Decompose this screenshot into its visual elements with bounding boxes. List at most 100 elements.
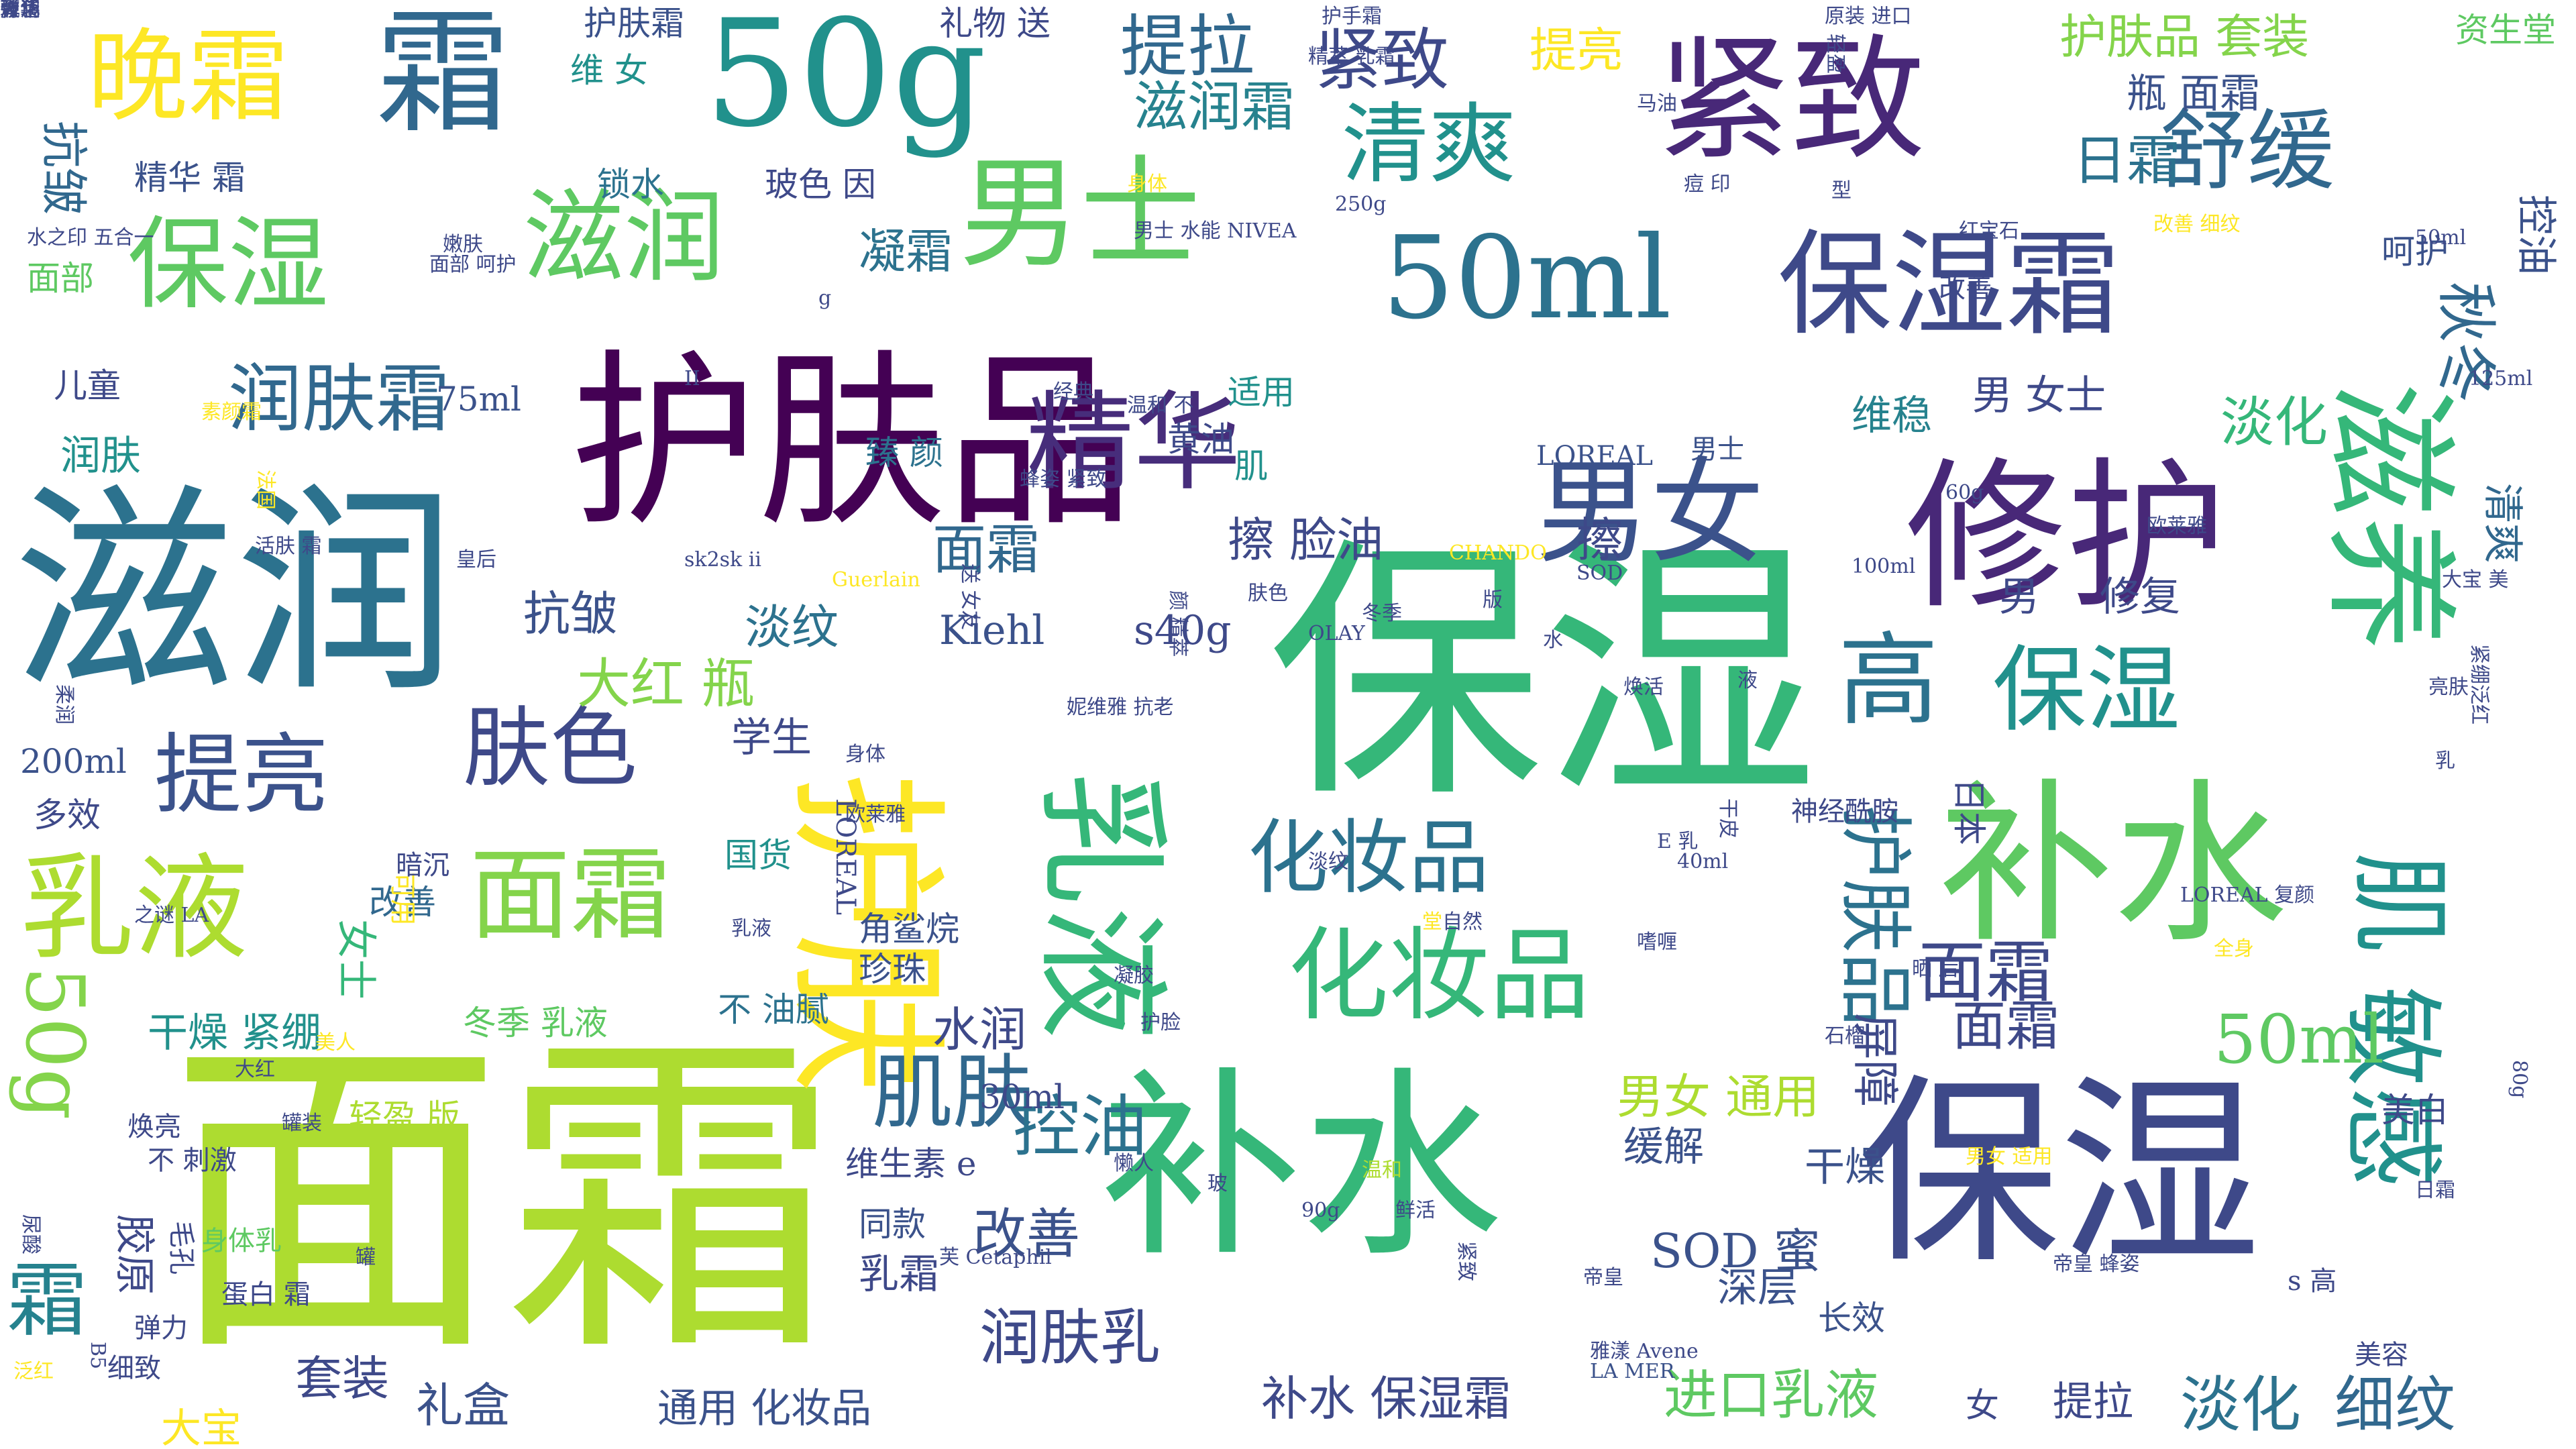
word-cloud-word: Kiehl bbox=[939, 607, 1045, 654]
word-cloud-word: 玻色 因 bbox=[765, 165, 876, 204]
word-cloud-word: 温和 不 bbox=[1127, 394, 1194, 417]
word-cloud-word: 弹润 bbox=[0, 0, 40, 21]
word-cloud-word: 柔润 bbox=[52, 684, 76, 724]
word-cloud-word: 水 bbox=[1543, 629, 1563, 652]
word-cloud-word: 日本 bbox=[1949, 778, 1988, 845]
word-cloud-word: LOREAL bbox=[830, 798, 861, 916]
word-cloud-word: 角鲨烷 bbox=[859, 910, 959, 949]
word-cloud-word: 50ml bbox=[2214, 1000, 2385, 1079]
word-cloud-word: 美容 bbox=[2355, 1340, 2408, 1371]
word-cloud-word: 男士 bbox=[1690, 434, 1744, 465]
word-cloud-word: 100ml bbox=[1851, 555, 1916, 578]
word-cloud-word: 紧致 bbox=[1315, 21, 1449, 99]
word-cloud-word: 帝皇 蜂姿 bbox=[2053, 1252, 2140, 1276]
word-cloud-word: s40g bbox=[1134, 607, 1232, 654]
word-cloud-word: 护肤霜 bbox=[584, 4, 684, 43]
word-cloud-word: CHANDO bbox=[1449, 541, 1547, 565]
word-cloud-word: 干燥 紧绷 bbox=[148, 1010, 322, 1057]
word-cloud-word: 50g bbox=[7, 966, 101, 1120]
word-cloud-word: 蛋白 霜 bbox=[221, 1279, 311, 1310]
word-cloud-word: 75ml bbox=[436, 380, 522, 419]
word-cloud-word: 肤色 bbox=[1248, 582, 1288, 605]
word-cloud-word: 蜂姿 紧致 bbox=[1020, 468, 1107, 491]
word-cloud-word: 补水 bbox=[1939, 764, 2288, 967]
word-cloud-word: 晚霜 bbox=[87, 19, 289, 136]
word-cloud-word: 帝皇 bbox=[1583, 1266, 1623, 1289]
word-cloud-word: LOREAL 复颜 bbox=[2180, 883, 2315, 907]
word-cloud-word: 皇后 bbox=[456, 548, 496, 572]
word-cloud-word: II bbox=[684, 367, 700, 390]
word-cloud-word: 滋润 bbox=[523, 180, 725, 297]
word-cloud-word: 素颜霜 bbox=[201, 400, 262, 424]
word-cloud-word: 冬季 乳液 bbox=[463, 1004, 608, 1042]
word-cloud-word: OLAY bbox=[1308, 622, 1365, 645]
word-cloud-word: 护肤品 bbox=[1832, 805, 1918, 1026]
word-cloud-word: 50g bbox=[704, 0, 987, 160]
word-cloud-word: 锁水 bbox=[597, 165, 664, 204]
word-cloud-word: 送 女友 bbox=[958, 564, 981, 631]
word-cloud-word: 40ml bbox=[1677, 850, 1729, 873]
word-cloud-word: 瓶装 bbox=[0, 0, 40, 21]
word-cloud-word: 大宝 美 bbox=[2442, 568, 2509, 592]
word-cloud-word: 焕亮 bbox=[127, 1112, 181, 1142]
word-cloud-word: 液 bbox=[1737, 669, 1758, 692]
word-cloud-word: 凝胶 bbox=[1114, 964, 1154, 987]
word-cloud-word: 改善 bbox=[369, 883, 436, 922]
word-cloud-word: 擦 脸油 bbox=[1228, 513, 1384, 568]
word-cloud-word: 精萃 乳霜 bbox=[1308, 45, 1395, 68]
word-cloud-word: E 乳 bbox=[1657, 830, 1699, 853]
word-cloud-word: 法国 bbox=[254, 470, 277, 510]
word-cloud-word: 乳液 bbox=[1022, 771, 1179, 1040]
word-cloud-word: 男士 水能 NIVEA bbox=[1134, 219, 1297, 243]
word-cloud-word: 青华 bbox=[0, 0, 40, 21]
word-cloud-word: 90g bbox=[1301, 1199, 1340, 1222]
word-cloud-word: 原装 进口 bbox=[1825, 5, 1912, 28]
word-cloud-word: 护肤品 套装 bbox=[2059, 9, 2310, 64]
word-cloud-word: 润肤 bbox=[60, 433, 141, 480]
word-cloud-word: 雅漾 Avene bbox=[1590, 1340, 1699, 1363]
word-cloud-word: 女士 bbox=[332, 919, 379, 1000]
word-cloud-word: 干燥 bbox=[1805, 1144, 1885, 1191]
word-cloud-word: 红宝石 bbox=[1959, 219, 2019, 243]
word-cloud-word: 紧致 bbox=[1454, 1241, 1478, 1281]
word-cloud-word: 套装 bbox=[295, 1351, 389, 1406]
word-cloud-word: 修护 bbox=[1905, 443, 2228, 631]
word-cloud-word: 提亮 bbox=[1529, 23, 1623, 78]
word-cloud-word: 嫩肤 bbox=[443, 233, 483, 256]
word-cloud-word: 暗沉 bbox=[396, 850, 449, 881]
word-cloud-word: 芙 Cetaphil bbox=[939, 1246, 1052, 1269]
word-cloud-word: 面霜 bbox=[1919, 933, 2053, 1012]
word-cloud-word: 身体 bbox=[1127, 172, 1167, 196]
word-cloud-word: 礼盒 bbox=[416, 1378, 510, 1433]
word-cloud-word: 润肤乳 bbox=[979, 1303, 1161, 1373]
word-cloud-word: 泛红 bbox=[13, 1360, 54, 1383]
word-cloud-word: 玻 bbox=[1208, 1172, 1228, 1195]
word-cloud-word: 欧莱雅 bbox=[845, 803, 906, 826]
word-cloud-word: 水润 bbox=[932, 1002, 1026, 1057]
word-cloud-word: 改善 bbox=[1939, 273, 1992, 304]
word-cloud-word: 舒缓 bbox=[2160, 100, 2335, 202]
word-cloud-word: 肤色 bbox=[463, 697, 638, 799]
word-cloud-word: LA MER bbox=[1590, 1360, 1675, 1383]
word-cloud-word: 肌肤 bbox=[872, 1046, 1033, 1140]
word-cloud-word: 乳液 bbox=[731, 917, 771, 941]
word-cloud-word: 滋润霜 bbox=[1134, 76, 1295, 138]
word-cloud-word: 男女 通用 bbox=[1617, 1069, 1820, 1124]
word-cloud-word: 美白 bbox=[2381, 1091, 2449, 1130]
word-cloud-word: 女 bbox=[1966, 1386, 1999, 1425]
word-cloud-word: s 高 bbox=[2288, 1266, 2337, 1297]
word-cloud-word: 温和 bbox=[1362, 1159, 1402, 1182]
word-cloud-word: 大宝 bbox=[161, 1405, 241, 1449]
word-cloud-word: 肌 bbox=[2340, 852, 2457, 953]
word-cloud-word: 男士 bbox=[959, 144, 1201, 284]
word-cloud-word: 淡化 bbox=[2180, 1370, 2301, 1440]
word-cloud-word: 80g bbox=[2508, 1060, 2531, 1099]
word-cloud-word: 保湿 bbox=[1858, 1057, 2261, 1291]
word-cloud-word: 润肤霜 bbox=[228, 356, 449, 442]
word-cloud-word: 维生素 e bbox=[845, 1144, 977, 1183]
word-cloud-word: 颜 精萃 bbox=[1166, 590, 1189, 657]
word-cloud-word: 黄油 bbox=[1167, 420, 1234, 459]
word-cloud-word: 50ml bbox=[1382, 212, 1672, 345]
word-cloud-word: 冬季 bbox=[1362, 602, 1402, 625]
word-cloud-word: 不 刺激 bbox=[148, 1145, 237, 1176]
